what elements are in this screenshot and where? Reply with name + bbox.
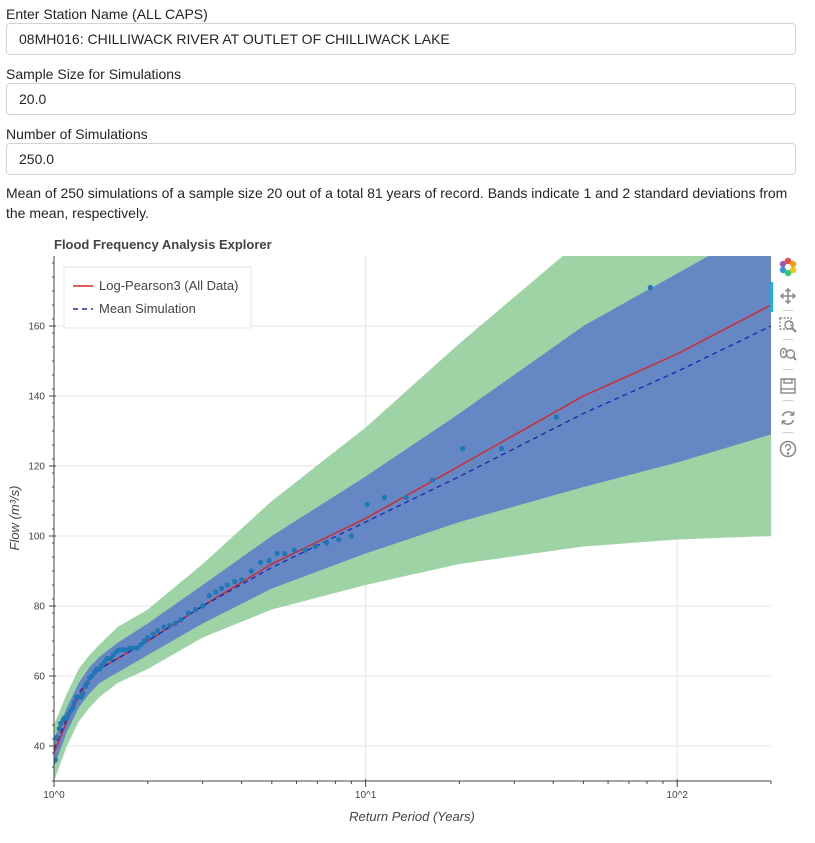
observed-point xyxy=(150,631,156,637)
y-tick-label: 100 xyxy=(28,532,45,543)
legend: Log-Pearson3 (All Data) Mean Simulation xyxy=(63,266,252,329)
station-label: Enter Station Name (ALL CAPS) xyxy=(6,6,208,22)
num-simulations-input[interactable] xyxy=(6,143,796,175)
num-simulations-label: Number of Simulations xyxy=(6,126,148,142)
wheel-zoom-icon[interactable] xyxy=(776,344,800,368)
observed-point xyxy=(110,652,116,658)
sample-size-input[interactable] xyxy=(6,83,796,115)
y-tick-label: 80 xyxy=(34,602,46,613)
observed-point xyxy=(364,501,370,508)
reset-icon[interactable] xyxy=(776,406,800,430)
bokeh-logo-icon[interactable] xyxy=(776,255,800,279)
observed-point xyxy=(70,704,76,711)
y-axis-label: Flow (m³/s) xyxy=(7,486,22,551)
observed-point xyxy=(141,638,147,644)
observed-point xyxy=(127,645,133,651)
observed-point xyxy=(336,536,342,543)
observed-point xyxy=(155,627,161,634)
observed-point xyxy=(104,655,110,662)
x-tick-label: 10^1 xyxy=(355,790,377,801)
y-tick-label: 140 xyxy=(28,392,45,403)
observed-point xyxy=(101,659,107,665)
observed-point xyxy=(403,494,409,501)
observed-point xyxy=(219,585,225,592)
y-tick-label: 120 xyxy=(28,462,45,473)
observed-point xyxy=(89,673,95,679)
chart-title: Flood Frequency Analysis Explorer xyxy=(54,237,272,252)
observed-point xyxy=(80,690,86,697)
observed-point xyxy=(56,725,62,732)
observed-point xyxy=(224,582,230,588)
observed-point xyxy=(239,577,245,583)
observed-point xyxy=(54,757,58,763)
station-name-input[interactable] xyxy=(6,23,796,55)
sample-size-label: Sample Size for Simulations xyxy=(6,66,182,82)
help-icon[interactable] xyxy=(776,437,800,461)
observed-point xyxy=(248,568,254,574)
observed-point xyxy=(123,647,129,653)
observed-point xyxy=(232,578,238,585)
observed-point xyxy=(498,445,505,452)
observed-point xyxy=(460,445,466,452)
active-tool-indicator xyxy=(770,282,773,312)
observed-point xyxy=(312,543,318,550)
description-text: Mean of 250 simulations of a sample size… xyxy=(6,185,788,221)
box-zoom-icon[interactable] xyxy=(776,313,800,337)
y-tick-label: 40 xyxy=(34,742,46,753)
legend-box xyxy=(63,266,252,329)
observed-point xyxy=(553,414,560,420)
axes: 40 60 80 100 120 140 160 10^0 10^1 10^2 xyxy=(28,256,772,801)
observed-point xyxy=(291,547,297,553)
observed-point xyxy=(647,284,653,291)
observed-point xyxy=(134,645,140,651)
observed-point xyxy=(130,645,137,651)
observed-point xyxy=(348,533,354,539)
observed-point xyxy=(98,662,105,669)
x-axis-label: Return Period (Years) xyxy=(349,809,475,824)
pan-icon[interactable] xyxy=(776,284,800,308)
observed-point xyxy=(302,547,308,553)
observed-point xyxy=(324,540,330,546)
flood-frequency-chart[interactable]: Flood Frequency Analysis Explorer 40 60 80… xyxy=(0,234,772,834)
y-tick-label: 160 xyxy=(28,322,45,333)
observed-point xyxy=(213,589,219,595)
legend-lp3-label: Log-Pearson3 (All Data) xyxy=(99,278,238,293)
observed-point xyxy=(206,592,212,599)
band-1sd xyxy=(54,256,771,767)
observed-point xyxy=(145,634,151,641)
observed-point xyxy=(257,559,264,565)
observed-point xyxy=(71,699,77,705)
observed-point xyxy=(429,477,436,483)
observed-point xyxy=(282,550,288,557)
legend-mean-label: Mean Simulation xyxy=(99,301,196,316)
observed-points xyxy=(54,284,653,763)
observed-point xyxy=(178,617,184,623)
observed-point xyxy=(54,734,60,740)
observed-point xyxy=(138,641,144,648)
observed-point xyxy=(193,606,199,613)
observed-point xyxy=(266,557,272,564)
observed-point xyxy=(274,550,280,557)
y-tick-label: 60 xyxy=(34,672,46,683)
save-icon[interactable] xyxy=(776,374,800,398)
observed-point xyxy=(84,680,90,686)
observed-point xyxy=(185,610,191,616)
observed-point xyxy=(381,494,388,501)
x-tick-label: 10^0 xyxy=(43,790,65,801)
observed-point xyxy=(161,624,167,630)
uncertainty-bands xyxy=(54,256,771,781)
observed-point xyxy=(167,622,173,628)
x-tick-label: 10^2 xyxy=(667,790,689,801)
observed-point xyxy=(200,603,206,609)
observed-point xyxy=(172,620,178,627)
